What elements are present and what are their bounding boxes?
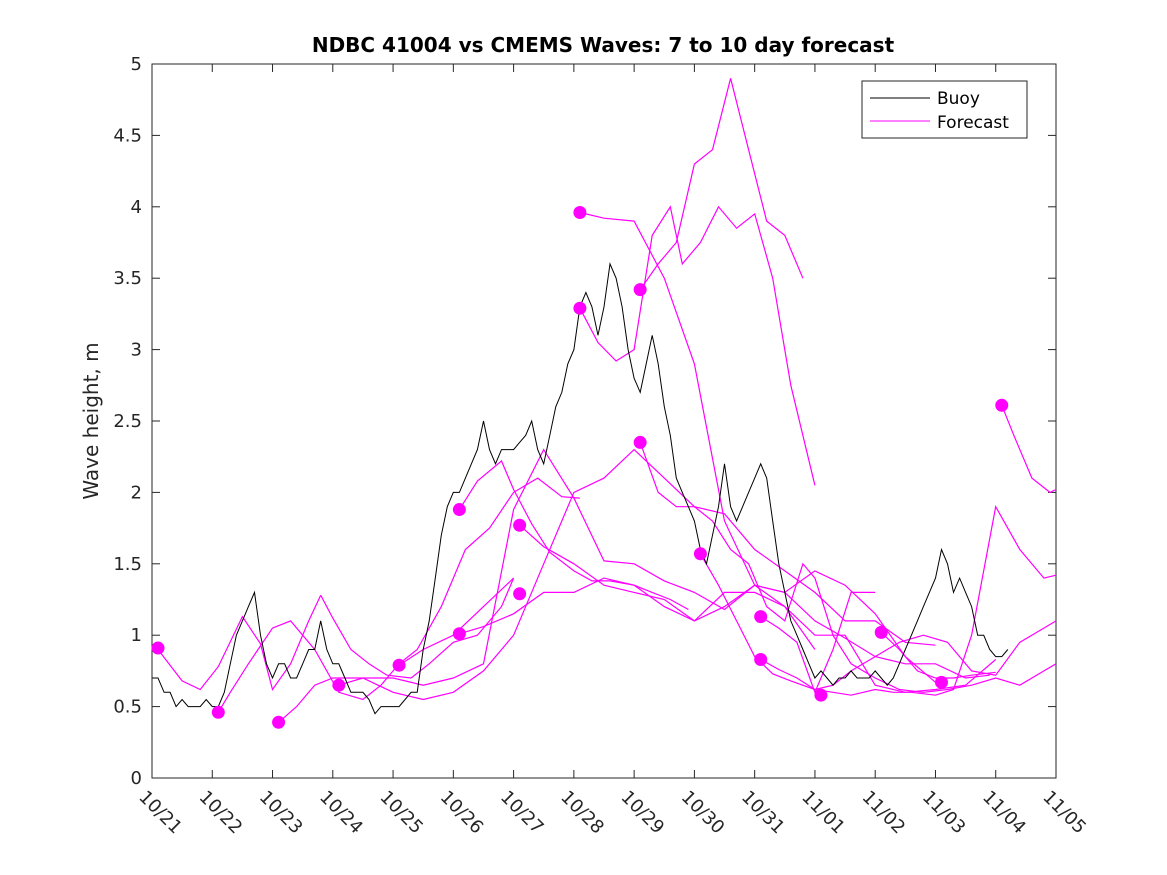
- forecast-start-marker: [452, 627, 466, 641]
- y-tick-label: 1.5: [113, 554, 142, 575]
- legend: Buoy Forecast: [861, 80, 1028, 139]
- forecast-markers-group: [151, 206, 1009, 729]
- forecast-line: [458, 460, 689, 611]
- x-tick-label: 10/24: [315, 787, 367, 839]
- forecast-line: [639, 442, 1057, 693]
- forecast-line: [338, 448, 990, 686]
- forecast-line: [519, 524, 936, 683]
- forecast-line: [760, 504, 1057, 696]
- forecast-start-marker: [452, 503, 466, 517]
- x-tick-label: 10/28: [556, 787, 608, 839]
- x-tick-label: 10/23: [255, 787, 307, 839]
- legend-forecast-label: Forecast: [937, 113, 1009, 133]
- forecast-start-marker: [513, 518, 527, 532]
- x-tick-label: 11/02: [858, 787, 910, 839]
- forecast-start-marker: [332, 678, 346, 692]
- x-tick-label: 10/27: [496, 787, 548, 839]
- forecast-start-marker: [573, 301, 587, 315]
- legend-buoy-label: Buoy: [937, 89, 980, 109]
- forecast-line: [157, 594, 322, 691]
- forecast-line: [579, 205, 816, 486]
- forecast-line: [1001, 405, 1057, 494]
- forecast-start-marker: [151, 641, 165, 655]
- x-tick-label: 10/25: [376, 787, 428, 839]
- x-tick-label: 10/26: [436, 787, 488, 839]
- forecast-series-group: [157, 78, 1057, 723]
- x-tick-label: 10/29: [617, 787, 669, 839]
- forecast-line: [880, 631, 996, 679]
- y-tick-label: 3: [131, 340, 142, 361]
- forecast-line: [579, 211, 997, 693]
- plot-area: [151, 63, 1057, 779]
- x-tick-label: 11/04: [978, 787, 1030, 839]
- y-tick-label: 0: [131, 768, 142, 789]
- forecast-start-marker: [633, 283, 647, 297]
- forecast-start-marker: [211, 705, 225, 719]
- y-tick-label: 5: [131, 54, 142, 75]
- y-axis-label: Wave height, m: [79, 342, 103, 499]
- forecast-start-marker: [874, 625, 888, 639]
- y-tick-label: 2.5: [113, 411, 142, 432]
- forecast-start-marker: [272, 715, 286, 729]
- forecast-start-marker: [513, 587, 527, 601]
- y-tick-label: 2: [131, 482, 142, 503]
- y-tick-label: 0.5: [113, 697, 142, 718]
- forecast-start-marker: [693, 547, 707, 561]
- x-tick-label: 11/05: [1038, 787, 1090, 839]
- forecast-line: [278, 448, 936, 723]
- y-tick-label: 4: [131, 197, 142, 218]
- x-tick-label: 10/22: [195, 787, 247, 839]
- x-tick-label: 11/01: [797, 787, 849, 839]
- y-tick-label: 3.5: [113, 268, 142, 289]
- x-tick-label: 10/21: [134, 787, 186, 839]
- forecast-line: [699, 553, 1057, 691]
- forecast-start-marker: [754, 652, 768, 666]
- forecast-start-marker: [995, 398, 1009, 412]
- forecast-line: [760, 591, 876, 694]
- y-axis: 0 0.5 1 1.5 2 2.5 3 3.5 4 4.5 5: [113, 54, 1056, 789]
- forecast-line: [639, 78, 804, 290]
- x-tick-label: 10/30: [677, 787, 729, 839]
- forecast-start-marker: [934, 675, 948, 689]
- forecast-start-marker: [573, 206, 587, 220]
- forecast-start-marker: [754, 610, 768, 624]
- x-tick-label: 11/03: [918, 787, 970, 839]
- forecast-start-marker: [392, 658, 406, 672]
- y-tick-label: 4.5: [113, 125, 142, 146]
- forecast-line: [217, 477, 580, 713]
- forecast-start-marker: [633, 435, 647, 449]
- x-tick-label: 10/31: [737, 787, 789, 839]
- chart-title: NDBC 41004 vs CMEMS Waves: 7 to 10 day f…: [312, 33, 895, 57]
- y-tick-label: 1: [131, 625, 142, 646]
- legend-box: [861, 80, 1028, 139]
- forecast-start-marker: [814, 688, 828, 702]
